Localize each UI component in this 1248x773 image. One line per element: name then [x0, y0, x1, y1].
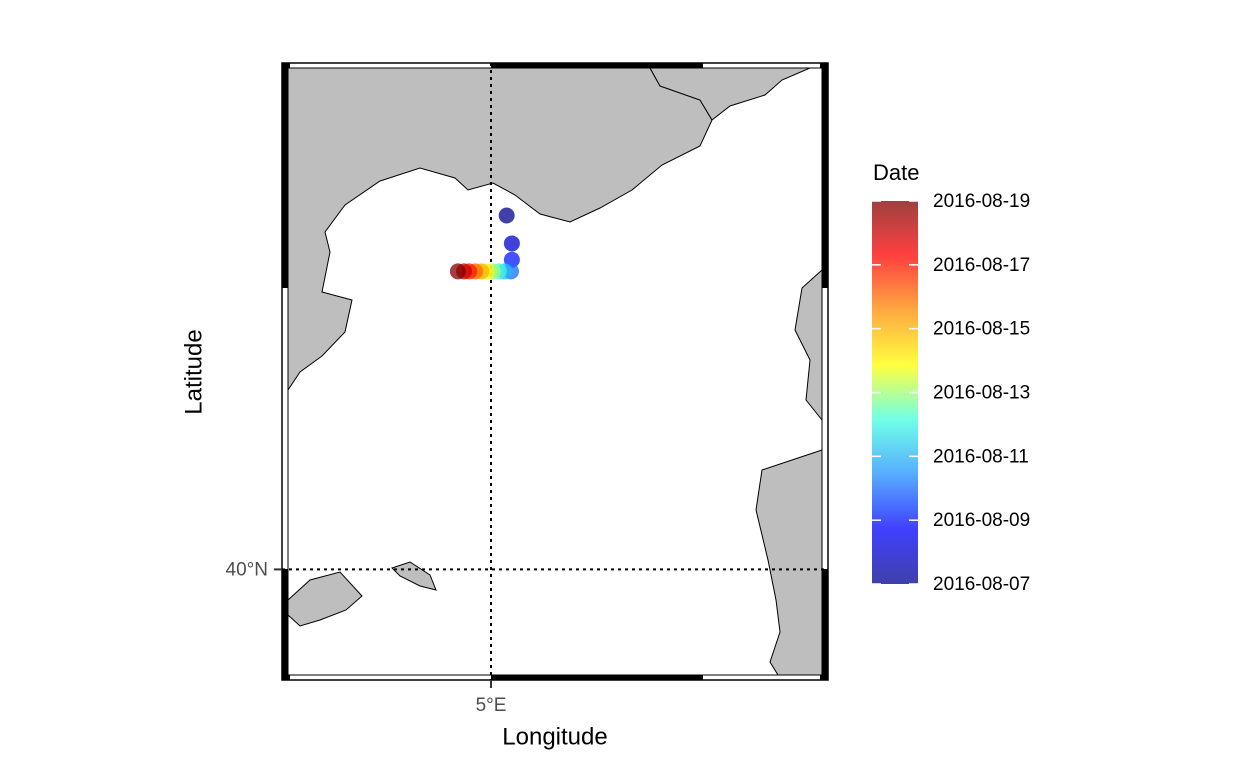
- colorbar-tick-label: 2016-08-15: [933, 319, 1030, 340]
- x-tick-label: 5°E: [476, 695, 507, 716]
- points: [449, 207, 520, 280]
- colorbar-tick-label: 2016-08-07: [933, 574, 1030, 595]
- colorbar-tick-label: 2016-08-19: [933, 191, 1030, 212]
- colorbar-title: Date: [873, 160, 919, 185]
- colorbar: 2016-08-07 2016-08-09 2016-08-11 2016-08-13…: [872, 191, 1030, 595]
- point: [503, 235, 520, 252]
- mainland: [287, 67, 713, 392]
- mallorca: [287, 571, 363, 627]
- mainland-east: [649, 67, 811, 121]
- point: [503, 251, 520, 268]
- point: [498, 207, 515, 224]
- colorbar-tick-label: 2016-08-13: [933, 383, 1030, 404]
- map: [282, 63, 828, 680]
- y-axis-label: Latitude: [180, 329, 207, 414]
- x-axis-label: Longitude: [502, 723, 607, 750]
- y-tick-label: 40°N: [226, 559, 268, 580]
- colorbar-tick-label: 2016-08-17: [933, 255, 1030, 276]
- axes: 5°E 40°N: [226, 559, 507, 716]
- point: [449, 263, 466, 280]
- map-frame: [281, 62, 829, 681]
- colorbar-tick-label: 2016-08-11: [933, 446, 1029, 467]
- grid: [282, 63, 828, 680]
- colorbar-tick-label: 2016-08-09: [933, 510, 1030, 531]
